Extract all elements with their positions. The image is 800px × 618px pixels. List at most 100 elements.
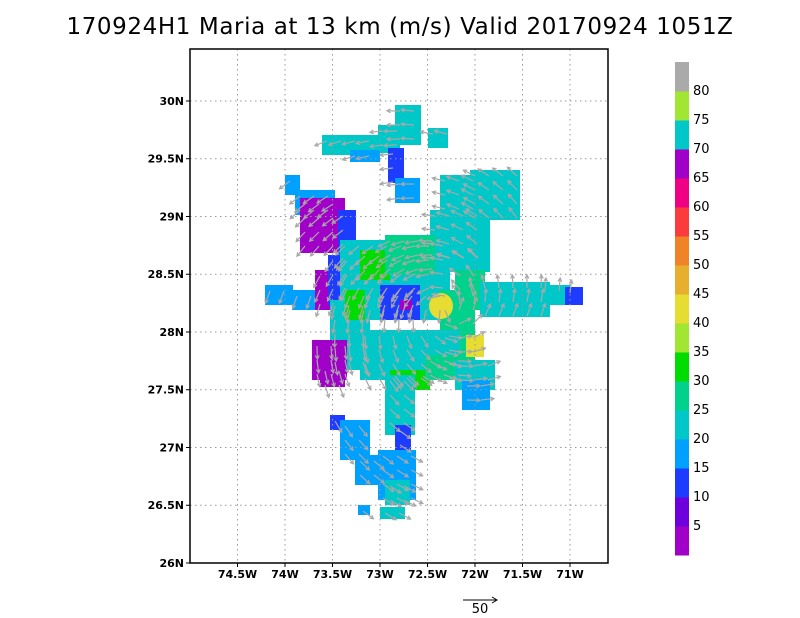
wind-arrow xyxy=(403,394,415,405)
wind-arrow xyxy=(341,155,356,162)
wind-arrow xyxy=(429,360,443,369)
wind-arrow xyxy=(314,345,320,361)
wind-arrow xyxy=(399,135,415,141)
wind-arrow xyxy=(378,363,386,377)
wind-arrow xyxy=(374,245,388,253)
wind-arrow xyxy=(410,497,424,505)
wind-arrow xyxy=(324,384,331,399)
wind-arrow xyxy=(526,287,532,303)
wind-arrow xyxy=(341,140,356,146)
wind-arrow xyxy=(404,254,419,260)
lat-tick-label: 27.5N xyxy=(148,384,184,397)
wind-arrow xyxy=(365,309,371,324)
wind-arrow xyxy=(436,252,451,259)
wind-arrow xyxy=(477,182,490,191)
lon-tick-label: 73W xyxy=(366,568,393,581)
wind-arrow xyxy=(444,351,459,358)
wind-arrow xyxy=(359,460,371,471)
wind-arrow xyxy=(462,210,476,219)
wind-arrow xyxy=(428,270,444,275)
colorbar-label: 60 xyxy=(693,200,710,215)
wind-arrow xyxy=(378,349,385,364)
wind-arrow xyxy=(459,363,475,369)
wind-arrow xyxy=(363,295,371,310)
wind-arrow xyxy=(344,295,351,310)
wind-cell xyxy=(462,380,490,410)
wind-arrow xyxy=(493,207,504,219)
wind-arrow xyxy=(540,287,546,303)
wind-arrow xyxy=(399,121,415,127)
wind-arrow xyxy=(389,499,403,508)
colorbar-label: 70 xyxy=(693,142,710,157)
wind-arrow xyxy=(323,245,334,257)
wind-arrow xyxy=(524,273,530,289)
wind-arrow xyxy=(450,223,464,231)
wind-arrow xyxy=(458,296,465,311)
wind-cell xyxy=(395,178,420,203)
wind-arrow xyxy=(429,374,443,382)
lat-tick-label: 28.5N xyxy=(148,268,184,281)
lon-tick-label: 74W xyxy=(271,568,298,581)
wind-arrow xyxy=(487,360,502,367)
wind-arrow xyxy=(396,318,402,334)
wind-arrow xyxy=(344,359,350,374)
wind-arrow xyxy=(399,107,415,113)
colorbar-swatch xyxy=(675,352,689,382)
wind-arrow xyxy=(390,254,405,262)
wind-arrow xyxy=(382,469,395,479)
wind-arrow xyxy=(324,260,334,273)
wind-arrow xyxy=(388,259,402,267)
wind-arrow xyxy=(358,439,369,451)
wind-arrow xyxy=(377,290,386,304)
wind-arrow xyxy=(445,203,460,210)
wind-arrow xyxy=(379,268,391,279)
colorbar-swatch xyxy=(675,120,689,150)
wind-arrow xyxy=(410,483,424,491)
colorbar-label: 45 xyxy=(693,287,710,302)
wind-arrow xyxy=(457,373,473,379)
wind-arrow xyxy=(392,349,400,364)
wind-arrow xyxy=(473,376,489,382)
lat-tick-label: 30N xyxy=(159,95,184,108)
wind-arrow xyxy=(313,289,321,304)
wind-arrow xyxy=(364,349,370,364)
wind-arrow xyxy=(431,204,446,210)
wind-arrow xyxy=(407,309,413,324)
wind-arrow xyxy=(329,345,335,361)
wind-arrow xyxy=(302,195,315,205)
wind-arrow xyxy=(389,485,403,494)
wind-arrow xyxy=(465,264,475,277)
colorbar-swatch xyxy=(675,236,689,266)
wind-cell xyxy=(540,285,570,305)
wind-arrow xyxy=(378,181,394,186)
wind-arrow xyxy=(355,269,366,281)
vector-scale: 50 xyxy=(463,596,498,617)
wind-arrow xyxy=(462,169,476,177)
wind-arrow xyxy=(420,226,436,232)
wind-arrow xyxy=(307,203,320,213)
wind-arrow xyxy=(416,287,430,295)
colorbar-label: 75 xyxy=(693,113,710,128)
colorbar-label: 80 xyxy=(693,84,710,99)
wind-arrow xyxy=(487,374,502,381)
wind-arrow xyxy=(458,317,472,325)
lat-lon-grid xyxy=(190,49,608,564)
lat-tick-label: 29.5N xyxy=(148,153,184,166)
wind-arrow xyxy=(406,349,415,363)
wind-arrow xyxy=(338,370,344,385)
wind-arrow xyxy=(327,140,342,147)
wind-arrow xyxy=(334,420,343,434)
wind-arrow xyxy=(345,309,351,324)
colorbar-swatch xyxy=(675,323,689,353)
wind-arrow xyxy=(313,275,321,289)
wind-arrow xyxy=(477,195,490,205)
colorbar-label: 30 xyxy=(693,374,710,389)
wind-arrow xyxy=(495,273,501,289)
wind-arrow xyxy=(359,319,365,335)
colorbar-label: 55 xyxy=(693,229,710,244)
wind-arrow xyxy=(452,250,465,259)
wind-arrow xyxy=(399,195,415,201)
wind-arrow xyxy=(359,474,371,485)
wind-arrow xyxy=(543,276,549,292)
